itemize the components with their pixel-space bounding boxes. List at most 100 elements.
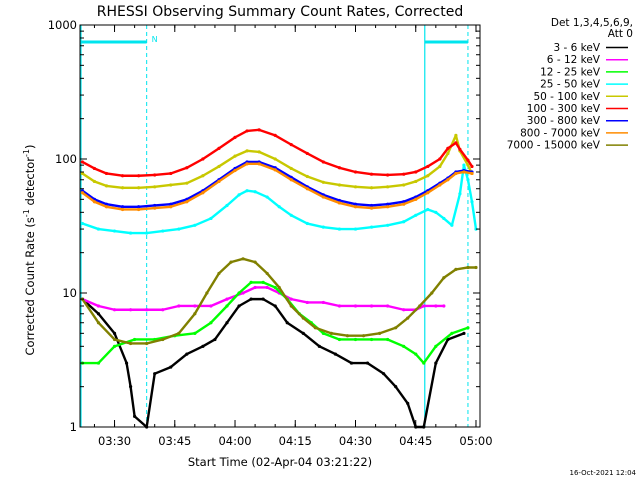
data-point xyxy=(466,326,470,330)
series-segment xyxy=(302,316,317,329)
series-segment xyxy=(370,224,389,229)
series-segment xyxy=(93,180,108,188)
series-segment xyxy=(273,168,293,181)
series-segment xyxy=(306,185,325,197)
legend-label: 25 - 50 keV xyxy=(540,79,601,91)
series-segment xyxy=(273,166,293,179)
series-segment xyxy=(169,181,189,187)
data-point xyxy=(474,227,478,231)
y-tick-label: 10 xyxy=(62,286,77,300)
series-segment xyxy=(81,172,96,183)
series-segment xyxy=(225,304,241,324)
series-segment xyxy=(382,372,397,388)
series-segment xyxy=(414,191,429,201)
series-segment xyxy=(354,225,373,231)
series-group xyxy=(80,128,478,429)
series-segment xyxy=(402,345,417,356)
series-segment xyxy=(177,312,197,335)
series-segment xyxy=(438,152,450,168)
series-segment xyxy=(185,345,205,356)
series-segment xyxy=(322,332,341,341)
x-tick-label: 05:00 xyxy=(459,434,492,448)
series-segment xyxy=(201,338,217,348)
series-segment xyxy=(93,200,108,208)
series-segment xyxy=(185,157,205,169)
series-segment xyxy=(229,257,245,264)
series-segment xyxy=(265,286,281,295)
series-segment xyxy=(105,205,124,211)
series-segment xyxy=(306,187,325,199)
series-segment xyxy=(414,189,429,199)
series-segment xyxy=(169,200,189,208)
series-segment xyxy=(257,128,277,137)
series-segment xyxy=(414,165,429,174)
series-segment xyxy=(233,162,249,172)
series-segment xyxy=(434,211,446,220)
observing-markers: N xyxy=(80,25,469,427)
series-segment xyxy=(273,134,293,146)
series-segment xyxy=(466,178,474,203)
series-segment xyxy=(253,260,269,275)
series-segment xyxy=(245,128,261,133)
series-segment xyxy=(217,154,237,168)
series-segment xyxy=(201,178,221,192)
series-segment xyxy=(137,206,156,211)
series-segment xyxy=(97,227,116,233)
legend-label: 50 - 100 keV xyxy=(533,91,600,103)
series-segment xyxy=(290,167,309,178)
series-segment xyxy=(322,160,341,169)
legend-label: 6 - 12 keV xyxy=(547,54,601,66)
series-segment xyxy=(81,160,96,170)
series-segment xyxy=(322,193,341,202)
x-ticks: 03:30 03:45 04:00 04:15 04:30 04:45 05:00 xyxy=(93,25,493,448)
y-tick-label: 100 xyxy=(55,152,77,166)
series-segment xyxy=(402,214,417,223)
series-segment xyxy=(217,169,237,183)
series-segment xyxy=(133,415,148,429)
series-segment xyxy=(426,157,442,168)
data-point xyxy=(474,265,478,270)
series-segment xyxy=(193,291,209,315)
series-segment xyxy=(434,338,450,365)
series-segment xyxy=(177,224,197,231)
series-segment xyxy=(386,338,405,348)
series-segment xyxy=(81,297,100,324)
series-segment xyxy=(290,304,305,320)
y-axis-label-end: ) xyxy=(23,144,37,149)
series-segment xyxy=(245,149,261,154)
series-segment xyxy=(362,332,381,337)
series-segment xyxy=(446,141,458,150)
night-label: N xyxy=(152,35,158,44)
x-axis-label: Start Time (02-Apr-04 03:21:22) xyxy=(188,455,372,469)
series-segment xyxy=(201,165,221,177)
series-segment xyxy=(217,136,237,150)
series-segment xyxy=(454,266,470,271)
series-segment xyxy=(322,181,341,187)
generated-timestamp: 16-Oct-2021 12:04 xyxy=(570,469,637,477)
series-segment xyxy=(354,205,373,210)
series-segment xyxy=(129,385,136,418)
series-segment xyxy=(290,176,309,189)
data-point xyxy=(462,331,466,335)
series-segment xyxy=(273,304,289,324)
series-segment xyxy=(253,190,269,199)
series-segment xyxy=(338,183,357,189)
x-tick-label: 04:30 xyxy=(339,434,372,448)
series-segment xyxy=(237,281,253,295)
y-tick-label: 1000 xyxy=(48,18,77,32)
series-segment xyxy=(265,272,281,289)
series-segment xyxy=(322,195,341,205)
series-segment xyxy=(97,312,116,335)
series-segment xyxy=(386,220,405,227)
series-segment xyxy=(113,338,132,345)
series-segment xyxy=(414,352,425,365)
series-segment xyxy=(161,304,180,311)
series-segment xyxy=(209,297,229,308)
series-segment xyxy=(217,167,237,181)
legend-label: 7000 - 15000 keV xyxy=(507,140,601,152)
series-segment xyxy=(414,208,429,217)
y-tick-label: 1 xyxy=(70,420,77,434)
y-axis-label-main: Corrected Count Rate (s xyxy=(23,217,37,355)
series-segment xyxy=(386,202,405,208)
